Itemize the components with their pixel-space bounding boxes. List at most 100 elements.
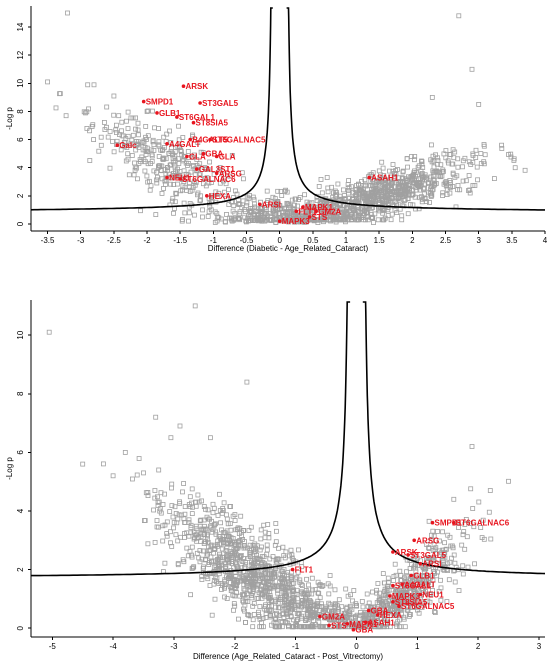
data-point <box>63 113 69 119</box>
data-point <box>172 199 178 205</box>
data-point <box>280 544 286 550</box>
data-point <box>91 137 96 143</box>
data-point <box>138 208 143 214</box>
x-tick-label: 0 <box>277 236 282 245</box>
data-point <box>421 182 427 188</box>
data-point <box>381 580 387 586</box>
data-point <box>426 181 432 187</box>
data-point <box>194 550 200 556</box>
data-point <box>229 585 235 590</box>
data-point <box>394 621 399 627</box>
data-point <box>330 190 336 196</box>
data-point <box>270 194 276 200</box>
data-point <box>183 160 189 166</box>
data-point <box>416 206 422 212</box>
y-tick-label: 0 <box>16 625 25 630</box>
data-point <box>226 202 232 208</box>
data-point <box>396 624 402 630</box>
data-point <box>427 591 433 597</box>
data-point <box>393 589 398 595</box>
data-point <box>336 609 342 615</box>
data-point <box>105 134 111 140</box>
data-point <box>363 624 369 630</box>
data-point <box>205 576 211 582</box>
data-point <box>240 598 246 604</box>
data-point <box>189 486 195 492</box>
highlighted-point-label: ARSI <box>422 560 441 569</box>
data-point <box>271 575 277 580</box>
data-point <box>152 540 158 545</box>
highlighted-point <box>181 84 186 88</box>
x-tick-label: 0.5 <box>307 236 319 245</box>
data-point <box>419 158 424 164</box>
data-point <box>318 199 324 205</box>
x-tick-label: 3 <box>476 236 481 245</box>
data-point <box>173 532 179 538</box>
data-point <box>182 511 188 517</box>
highlighted-point <box>208 137 212 142</box>
data-point <box>129 476 135 482</box>
data-point <box>405 174 411 180</box>
highlighted-point-label: HEXA <box>380 611 402 620</box>
data-point <box>87 158 93 163</box>
highlighted-point <box>214 154 219 159</box>
data-point <box>491 176 497 182</box>
data-point <box>318 176 324 182</box>
data-point <box>224 596 230 601</box>
data-point <box>397 180 403 186</box>
data-point <box>163 156 169 162</box>
data-point <box>410 180 416 186</box>
data-point <box>303 617 309 623</box>
data-point <box>326 591 332 597</box>
data-point <box>171 520 177 525</box>
data-point <box>224 528 230 534</box>
data-point <box>431 182 437 188</box>
data-point <box>123 158 129 164</box>
data-point <box>224 211 229 217</box>
data-point <box>154 177 160 183</box>
data-point <box>382 589 387 594</box>
data-point <box>279 624 285 630</box>
highlighted-point-label: ST3GAL5 <box>410 551 447 560</box>
y-tick-label: 2 <box>16 567 25 572</box>
data-point <box>393 611 399 617</box>
data-point <box>414 604 420 610</box>
data-point <box>180 135 186 140</box>
data-point <box>377 590 383 596</box>
data-point <box>321 607 327 613</box>
data-point <box>450 545 456 551</box>
data-point <box>334 217 339 223</box>
data-point <box>411 584 417 590</box>
data-point <box>155 524 161 530</box>
y-axis-title: -Log p <box>5 457 14 480</box>
data-point <box>145 489 151 495</box>
data-point <box>164 131 170 137</box>
data-point <box>451 552 457 558</box>
data-point <box>410 173 416 178</box>
data-point <box>265 576 271 581</box>
data-point <box>463 178 469 184</box>
data-point <box>335 606 341 612</box>
data-point <box>229 541 234 547</box>
data-point <box>159 190 165 196</box>
data-point <box>312 587 318 592</box>
data-point <box>436 589 442 594</box>
x-tick-label: -2 <box>231 642 239 651</box>
data-point <box>396 617 402 623</box>
data-point <box>133 147 139 153</box>
data-point <box>251 601 257 606</box>
x-tick-label: 1.5 <box>374 236 386 245</box>
data-point <box>431 164 437 170</box>
data-point <box>209 612 215 618</box>
highlighted-point-label: ST6GAL1 <box>179 113 216 122</box>
data-point <box>216 215 222 221</box>
data-point <box>198 539 204 544</box>
data-point <box>469 66 475 72</box>
data-point <box>181 535 187 540</box>
data-point <box>428 174 434 180</box>
highlighted-point-label: ARSG <box>219 169 242 178</box>
highlighted-point <box>345 622 350 626</box>
data-point <box>267 556 273 562</box>
highlighted-point <box>391 600 395 604</box>
data-point <box>135 120 141 126</box>
